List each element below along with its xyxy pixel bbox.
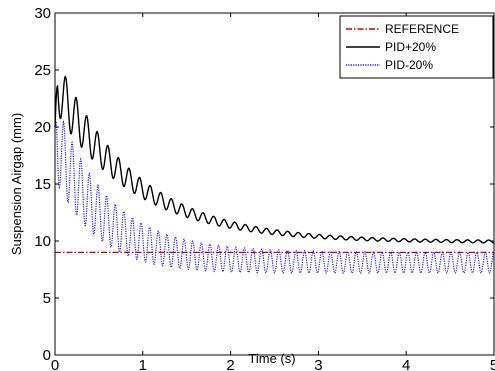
x-tick-label: 3 [314,357,322,371]
legend-label: PID-20% [385,58,433,72]
y-tick-label: 5 [43,290,51,307]
x-tick-label: 0 [51,357,59,371]
x-tick-label: 4 [402,357,410,371]
series-line-pid-20- [54,75,495,244]
y-tick-label: 15 [34,176,51,193]
y-tick-label: 0 [43,347,51,364]
y-tick-label: 10 [34,233,51,250]
x-tick-label: 1 [139,357,147,371]
tick-layer: 0 1 2 3 4 5 0 5 10 15 20 25 30 [34,5,495,371]
x-axis-title: Time (s) [248,351,295,366]
y-tick-label: 25 [34,62,51,79]
legend-label: PID+20% [385,40,436,54]
x-tick-label: 5 [490,357,495,371]
legend-box [339,15,494,79]
y-tick-label: 20 [34,119,51,136]
legend: REFERENCE PID+20% PID-20% [339,15,494,79]
legend-label: REFERENCE [385,22,459,36]
y-tick-label: 30 [34,5,51,22]
x-tick-label: 2 [226,357,234,371]
series-layer [54,75,495,274]
series-line-pid-20- [54,119,495,274]
y-axis-title: Suspension Airgap (mm) [9,113,24,255]
